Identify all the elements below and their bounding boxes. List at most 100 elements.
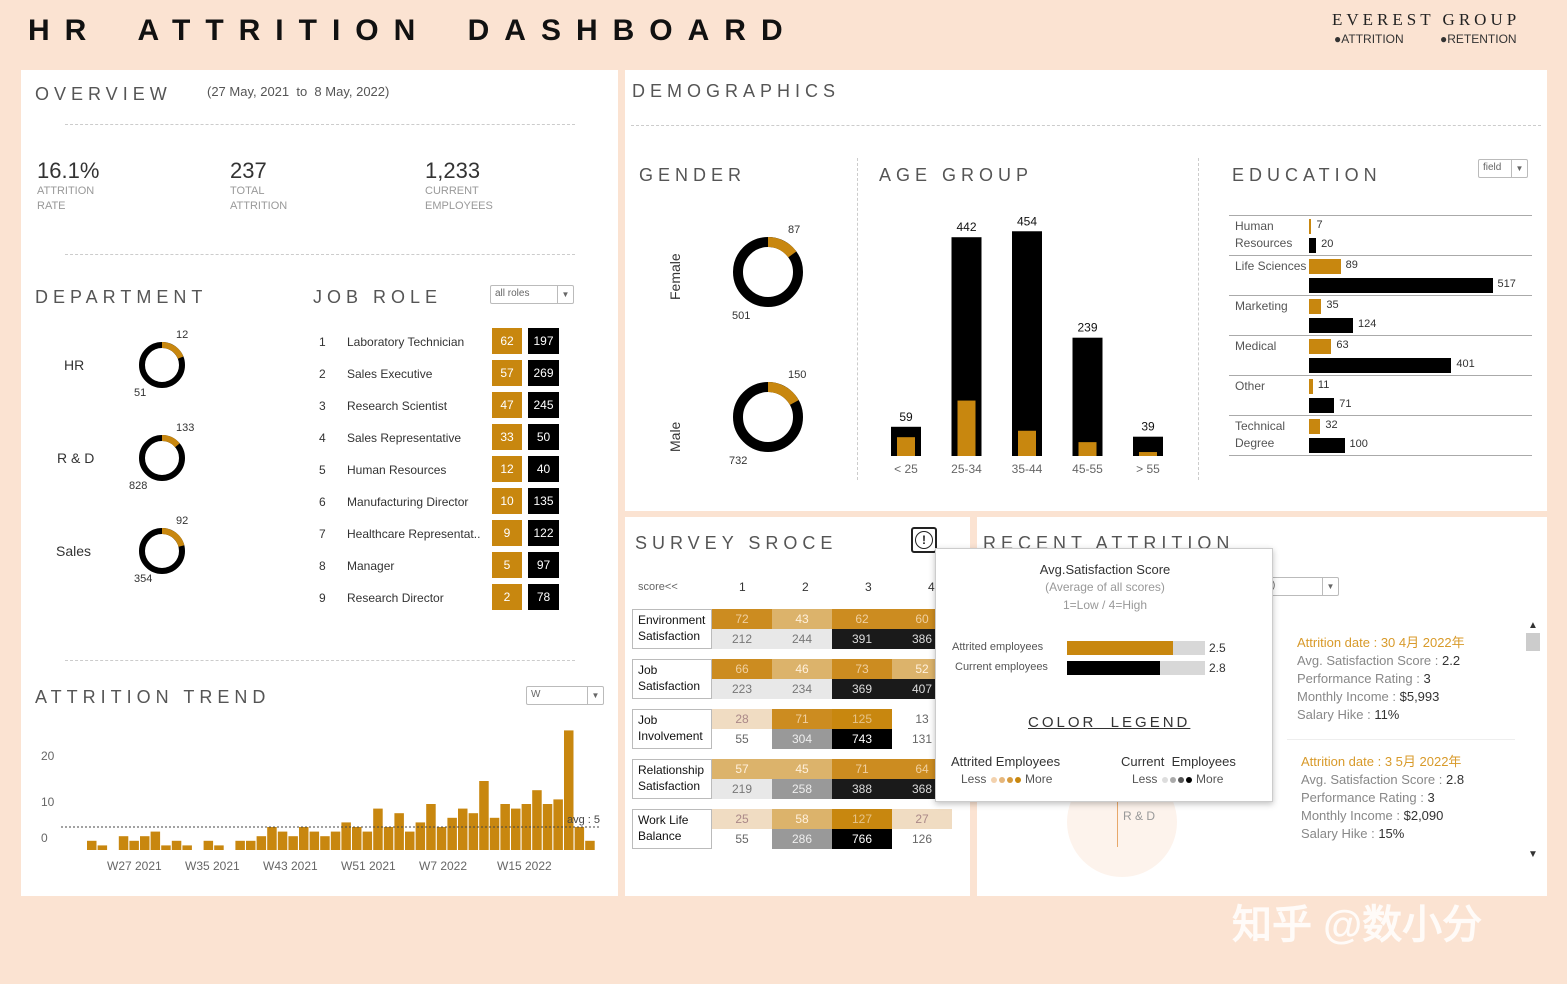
role-attrition: 57 — [492, 360, 522, 386]
jobrole-row[interactable]: 3 Research Scientist 47 245 — [319, 392, 599, 420]
jobrole-list: 1 Laboratory Technician 62 197 2 Sales Execut… — [319, 328, 579, 618]
card-field: Salary Hike : 11% — [1297, 707, 1400, 722]
survey-cell-current: 244 — [772, 629, 832, 649]
kpi-label: ATTRITION — [37, 185, 95, 197]
survey-cell-current: 304 — [772, 729, 832, 749]
role-name: Human Resources — [347, 463, 447, 477]
trend-bar — [352, 827, 362, 850]
trend-xtick: W43 2021 — [263, 859, 318, 873]
role-rank: 3 — [319, 399, 326, 413]
survey-row[interactable]: Environment Satisfaction 72 43 62 60 212 244 391… — [632, 609, 952, 649]
tooltip-scale: 1=Low / 4=High — [1062, 598, 1148, 612]
trend-bar — [277, 831, 288, 850]
survey-cell-current: 258 — [772, 779, 832, 799]
role-attrition: 12 — [492, 456, 522, 482]
jobrole-row[interactable]: 5 Human Resources 12 40 — [319, 456, 599, 484]
role-name: Sales Representative — [347, 431, 462, 445]
kpi-label: ATTRITION — [230, 200, 288, 212]
survey-label-line: Job — [638, 713, 658, 727]
survey-cell-attrited: 73 — [832, 659, 892, 679]
role-current: 245 — [528, 392, 559, 418]
survey-label-line: Involvement — [638, 729, 703, 743]
education-bar-attrition — [1309, 419, 1321, 434]
trend-bar — [373, 808, 383, 850]
dept-donut[interactable] — [138, 527, 186, 575]
education-label: Technical Degree — [1235, 419, 1286, 450]
role-current: 50 — [528, 424, 559, 450]
education-current-value: 100 — [1349, 438, 1368, 450]
education-row: Medical 63 401 — [1229, 335, 1532, 375]
role-filter-dropdown[interactable]: all roles ▼ — [490, 285, 574, 304]
card-field: Avg. Satisfaction Score : 2.2 — [1297, 653, 1461, 668]
survey-row[interactable]: Job Involvement 28 71 125 13 55 304 743 131 — [632, 709, 952, 749]
education-attr-value: 11 — [1317, 379, 1330, 391]
trend-xtick: W15 2022 — [497, 859, 552, 873]
survey-row[interactable]: Job Satisfaction 66 46 73 52 223 234 369 407 — [632, 659, 952, 699]
trend-bar — [161, 845, 171, 850]
jobrole-row[interactable]: 1 Laboratory Technician 62 197 — [319, 328, 599, 356]
tooltip-row-label: Current employees — [955, 661, 1048, 673]
card-value: 15% — [1378, 826, 1405, 841]
donut-attrition — [161, 341, 184, 359]
education-row: Life Sciences 89 517 — [1229, 255, 1532, 295]
role-current: 122 — [528, 520, 559, 546]
attrition-card[interactable]: Attrition date : 3 5月 2022年 Avg. Satisfac… — [1301, 753, 1464, 843]
survey-row[interactable]: Relationship Satisfaction 57 45 71 64 219 258 38… — [632, 759, 952, 799]
survey-cell-attrited: 66 — [712, 659, 772, 679]
tooltip-bar-track — [1067, 641, 1205, 655]
role-rank: 4 — [319, 431, 326, 445]
education-bar-current — [1309, 398, 1335, 413]
trend-bar — [468, 813, 479, 850]
dept-donut[interactable] — [138, 434, 186, 482]
kpi-total-attrition: 237 TOTAL ATTRITION — [230, 158, 287, 214]
role-name: Sales Executive — [347, 367, 433, 381]
education-filter-dropdown[interactable]: field ▼ — [1478, 159, 1528, 178]
survey-cell-attrited: 72 — [712, 609, 772, 629]
trend-period-dropdown[interactable]: W ▼ — [526, 686, 604, 705]
trend-bar — [405, 831, 415, 850]
survey-row-label: Job Satisfaction — [632, 659, 712, 699]
survey-row-label: Job Involvement — [632, 709, 712, 749]
scroll-up-icon[interactable]: ▲ — [1528, 620, 1538, 631]
dept-donut[interactable] — [138, 341, 186, 389]
trend-bar — [542, 804, 553, 850]
scrollbar[interactable]: ▲ ▼ — [1525, 620, 1541, 860]
survey-cell-current: 388 — [832, 779, 892, 799]
jobrole-row[interactable]: 6 Manufacturing Director 10 135 — [319, 488, 599, 516]
trend-bar — [479, 781, 489, 850]
attrition-card[interactable]: Attrition date : 30 4月 2022年 Avg. Satisfa… — [1297, 634, 1465, 724]
department-donuts: HR 12 51 R & D 133 828 Sales 92 354 — [21, 325, 261, 605]
jobrole-row[interactable]: 8 Manager 5 97 — [319, 552, 599, 580]
gender-donut[interactable] — [732, 236, 804, 308]
kpi-label: RATE — [37, 200, 66, 212]
recent-filter-dropdown[interactable]: ) ▼ — [1267, 577, 1339, 596]
trend-bar — [574, 827, 585, 850]
jobrole-row[interactable]: 2 Sales Executive 57 269 — [319, 360, 599, 388]
education-bar-current — [1309, 278, 1493, 293]
role-name: Laboratory Technician — [347, 335, 465, 349]
age-bar-current — [1072, 337, 1103, 456]
education-row: Technical Degree 32 100 — [1229, 415, 1532, 455]
survey-row[interactable]: Work Life Balance 25 58 127 27 55 286 766 126 — [632, 809, 952, 849]
age-value-label: 59 — [899, 410, 913, 424]
trend-avg-label: avg : 5 — [567, 814, 600, 826]
legend-less: Less — [961, 772, 987, 786]
scroll-thumb[interactable] — [1526, 633, 1540, 651]
role-current: 97 — [528, 552, 559, 578]
tooltip-subtitle: (Average of all scores) — [1045, 580, 1165, 594]
gender-donut[interactable] — [732, 381, 804, 453]
demographics-title: DEMOGRAPHICS — [632, 81, 841, 101]
age-group-label: < 25 — [894, 462, 918, 476]
info-icon[interactable]: ! — [911, 527, 937, 553]
survey-label-line: Relationship — [638, 763, 705, 777]
jobrole-row[interactable]: 9 Research Director 2 78 — [319, 584, 599, 612]
trend-bar — [97, 845, 108, 850]
score-label[interactable]: score<< — [638, 581, 678, 593]
jobrole-row[interactable]: 7 Healthcare Representat.. 9 122 — [319, 520, 599, 548]
jobrole-row[interactable]: 4 Sales Representative 33 50 — [319, 424, 599, 452]
survey-row-label: Environment Satisfaction — [632, 609, 712, 649]
kpi-label: TOTAL — [230, 185, 265, 197]
chevron-down-icon: ▼ — [587, 687, 603, 704]
chevron-down-icon: ▼ — [1322, 578, 1338, 595]
scroll-down-icon[interactable]: ▼ — [1528, 849, 1538, 860]
